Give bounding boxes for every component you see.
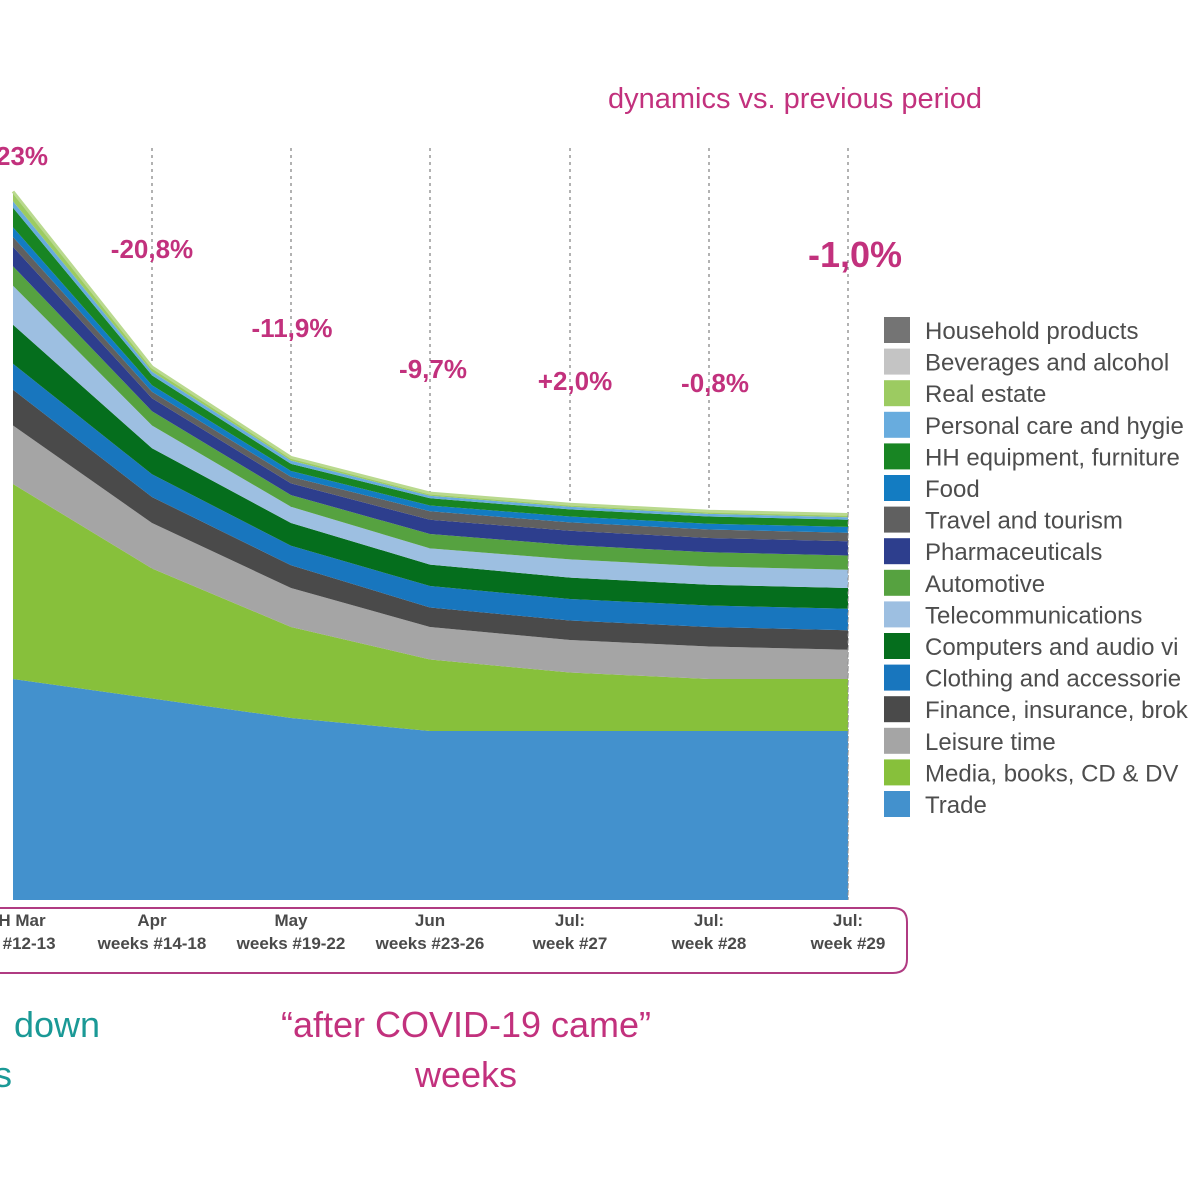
legend-label-media-books-cd-dv: Media, books, CD & DV <box>925 760 1178 787</box>
area-clothing-and-accessorie <box>13 363 848 631</box>
x-tick-label-2-2: weeks #14-18 <box>97 934 207 953</box>
x-tick-label-7-1: Jul: <box>833 911 863 930</box>
dynamics-labels: 23% -20,8% -11,9% -9,7% +2,0% -0,8% -1,0% <box>0 141 902 398</box>
area-leisure-time <box>13 425 848 679</box>
legend-label-telecommunications: Telecommunications <box>925 602 1142 629</box>
legend-label-personal-care-and-hygie: Personal care and hygie <box>925 413 1184 440</box>
area-trade <box>13 679 848 900</box>
legend-swatch-finance-insurance-brok <box>884 696 910 723</box>
legend-label-hh-equipment-furniture: HH equipment, furniture <box>925 444 1180 471</box>
legend-swatch-clothing-and-accessorie <box>884 664 910 691</box>
legend-label-clothing-and-accessorie: Clothing and accessorie <box>925 666 1181 693</box>
after-covid-caption-line2: weeks <box>414 1054 517 1095</box>
area-finance-insurance-brok <box>13 389 848 650</box>
x-tick-label-1-2: s #12-13 <box>0 934 56 953</box>
x-tick-label-3-1: May <box>274 911 308 930</box>
legend-swatch-media-books-cd-dv <box>884 759 910 786</box>
x-axis-ticks: H Mar s #12-13 Apr weeks #14-18 May weeks #19… <box>0 911 885 953</box>
legend-swatch-personal-care-and-hygie <box>884 411 910 438</box>
legend: Household products Beverages and alcohol R… <box>884 317 1189 819</box>
dynamics-label-7: -1,0% <box>808 234 902 275</box>
x-tick-label-5-1: Jul: <box>555 911 585 930</box>
legend-label-leisure-time: Leisure time <box>925 729 1056 756</box>
after-covid-caption-line1: “after COVID-19 came” <box>281 1004 651 1045</box>
x-tick-label-6-1: Jul: <box>694 911 724 930</box>
legend-swatch-trade <box>884 791 910 817</box>
chart-areas <box>11 190 849 900</box>
dynamics-label-4: -9,7% <box>399 354 467 384</box>
dynamics-label-2: -20,8% <box>111 234 193 264</box>
dynamics-label-3: -11,9% <box>252 313 333 343</box>
area-computers-and-audio-vi <box>13 324 848 609</box>
legend-swatch-pharmaceuticals <box>884 538 910 565</box>
legend-label-beverages-and-alcohol: Beverages and alcohol <box>925 350 1169 377</box>
x-tick-label-1-1: H Mar <box>0 911 46 930</box>
x-tick-label-2-1: Apr <box>137 911 167 930</box>
x-tick-label-4-2: weeks #23-26 <box>375 934 485 953</box>
legend-swatch-travel-and-tourism <box>884 506 910 533</box>
legend-swatch-telecommunications <box>884 601 910 628</box>
x-tick-label-7-2: week #29 <box>810 934 886 953</box>
lockdown-caption-line1: down <box>14 1004 100 1045</box>
legend-swatch-real-estate <box>884 380 910 407</box>
x-tick-label-3-2: weeks #19-22 <box>236 934 346 953</box>
legend-label-finance-insurance-brok: Finance, insurance, brok <box>925 697 1189 724</box>
legend-swatch-automotive <box>884 569 910 596</box>
lockdown-caption-line2: s <box>0 1054 12 1095</box>
legend-swatch-beverages-and-alcohol <box>884 348 910 375</box>
legend-label-real-estate: Real estate <box>925 381 1046 408</box>
dynamics-label-5: +2,0% <box>538 366 612 396</box>
legend-swatch-household-products <box>884 317 910 343</box>
legend-label-automotive: Automotive <box>925 571 1045 598</box>
dynamics-label-1: 23% <box>0 141 48 171</box>
chart-subtitle: dynamics vs. previous period <box>608 83 982 115</box>
x-tick-label-6-2: week #28 <box>671 934 747 953</box>
dynamics-label-6: -0,8% <box>681 368 749 398</box>
legend-swatch-food <box>884 475 910 501</box>
legend-label-pharmaceuticals: Pharmaceuticals <box>925 539 1102 566</box>
legend-label-trade: Trade <box>925 792 987 819</box>
legend-label-food: Food <box>925 476 980 503</box>
legend-swatch-computers-and-audio-vi <box>884 633 910 659</box>
legend-label-computers-and-audio-vi: Computers and audio vi <box>925 634 1178 661</box>
x-axis-frame <box>0 907 908 974</box>
stack-top-edge <box>11 190 849 516</box>
legend-swatch-leisure-time <box>884 727 910 754</box>
x-tick-label-5-2: week #27 <box>532 934 608 953</box>
area-media-books-cd-dv <box>13 484 848 731</box>
x-tick-label-4-1: Jun <box>415 911 445 930</box>
legend-swatch-hh-equipment-furniture <box>884 443 910 470</box>
legend-label-travel-and-tourism: Travel and tourism <box>925 508 1123 535</box>
legend-label-household-products: Household products <box>925 318 1138 345</box>
